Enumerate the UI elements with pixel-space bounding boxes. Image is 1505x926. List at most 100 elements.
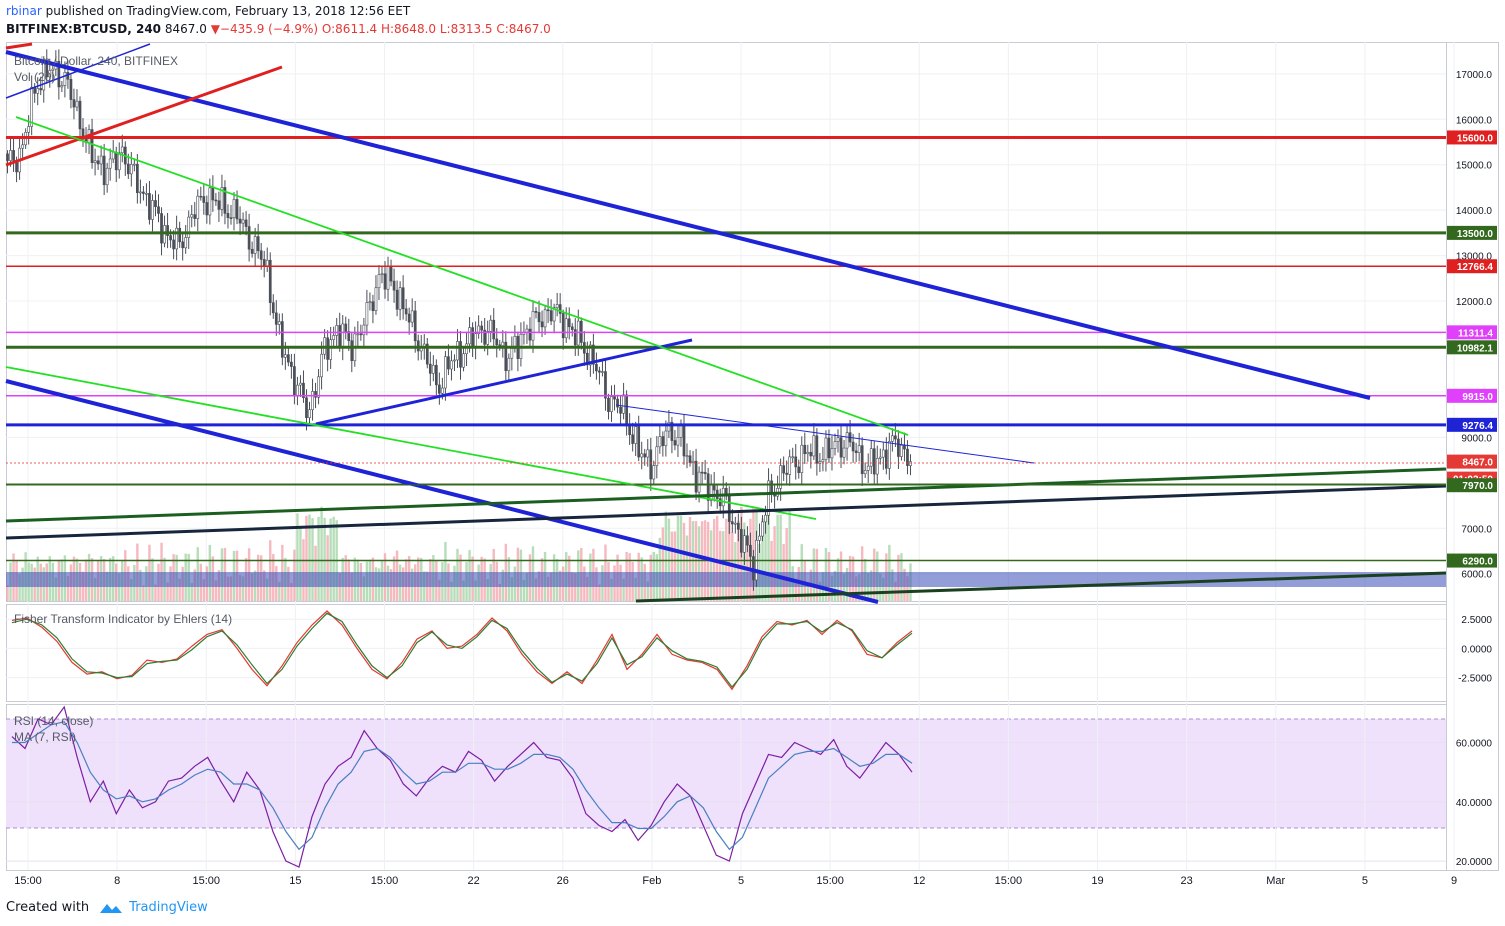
candle (350, 340, 354, 362)
candle (872, 448, 876, 475)
candle (821, 459, 825, 462)
candle (727, 495, 731, 522)
trendline-darkgreen-support (5, 467, 1447, 523)
candle (833, 441, 837, 449)
candle (271, 302, 275, 314)
volume-bar (6, 585, 9, 601)
volume-bar (190, 583, 193, 601)
candle (21, 144, 24, 149)
candle (320, 353, 323, 378)
volume-bar (854, 576, 858, 601)
candle (356, 333, 360, 336)
candle (265, 259, 269, 267)
candle (96, 160, 100, 165)
symbol-label: BITFINEX:BTCUSD, 240 (6, 22, 162, 36)
candle (453, 359, 456, 362)
candle (854, 450, 858, 453)
candle (280, 321, 284, 358)
volume-bar (214, 580, 218, 601)
candle (528, 328, 532, 341)
candle (169, 235, 172, 241)
candle (232, 199, 236, 219)
candle (368, 301, 372, 304)
volume-bar (266, 578, 269, 601)
volume-bar (118, 573, 121, 601)
candle (120, 146, 124, 154)
symbol-info: BITFINEX:BTCUSD, 240 8467.0 ▼−435.9 (−4.… (6, 22, 551, 36)
candle (434, 364, 438, 386)
volume-bar (728, 505, 731, 601)
candle (459, 341, 462, 368)
candle (682, 424, 686, 457)
candle (190, 214, 194, 218)
candle (374, 287, 378, 312)
candle (891, 435, 894, 442)
candle (706, 473, 710, 501)
trendline-dark-channel (5, 484, 1447, 540)
price-tag-label: 9276.4 (1462, 421, 1493, 432)
candle (676, 437, 680, 446)
candle (619, 406, 622, 414)
candle (425, 343, 429, 365)
candle (428, 363, 432, 374)
candle (244, 219, 248, 227)
volume-bar (290, 582, 293, 601)
trendline-dark-bottom (635, 571, 1447, 603)
rsi-title: RSI (14, close) (14, 714, 93, 728)
candle (438, 384, 441, 394)
price-tag (1447, 325, 1497, 340)
volume-bar (788, 509, 791, 601)
candle (486, 331, 490, 345)
candle (851, 441, 855, 452)
volume-bar (586, 577, 589, 601)
candle (377, 274, 381, 289)
candle (380, 273, 384, 276)
candle (492, 319, 496, 340)
candle (531, 311, 535, 341)
candle (410, 310, 414, 323)
candle (721, 487, 725, 507)
candle (604, 371, 607, 399)
candle (549, 310, 553, 322)
tradingview-link[interactable]: TradingView (129, 900, 208, 915)
candle (483, 329, 487, 345)
candle (302, 382, 305, 399)
price-tag-label: 13500.0 (1457, 229, 1494, 240)
volume-bar (302, 539, 305, 601)
candle (114, 151, 118, 171)
volume-bar (867, 573, 870, 601)
volume-bar (685, 535, 689, 601)
price-tag-label: 9915.0 (1462, 392, 1493, 403)
candle (12, 150, 15, 161)
price-tag (1447, 478, 1497, 493)
candle (214, 199, 218, 202)
candle (794, 456, 798, 468)
fisher-axis-label: -2.5000 (1458, 674, 1492, 685)
volume-bar (474, 580, 477, 601)
candle (592, 344, 595, 365)
candle (293, 366, 296, 396)
candle (585, 352, 589, 366)
price-axis-label: 15000.0 (1456, 161, 1493, 172)
candle (129, 164, 133, 175)
candle (139, 191, 142, 194)
candle (495, 338, 499, 346)
volume-bar (906, 576, 909, 601)
candle (247, 226, 251, 250)
candle (238, 218, 242, 224)
candle (809, 451, 813, 457)
candle (589, 344, 592, 366)
volume-bar (444, 541, 447, 601)
candle (558, 304, 562, 314)
candle (132, 163, 136, 166)
trendline-green-lower (5, 366, 817, 520)
candle (344, 323, 348, 332)
volume-bar (438, 579, 441, 601)
volume-bar (326, 535, 329, 601)
trendline-green-upper (15, 116, 909, 436)
candle (489, 319, 493, 332)
author-link[interactable]: rbinar (6, 4, 42, 18)
candle (836, 437, 840, 442)
candle (791, 456, 795, 459)
